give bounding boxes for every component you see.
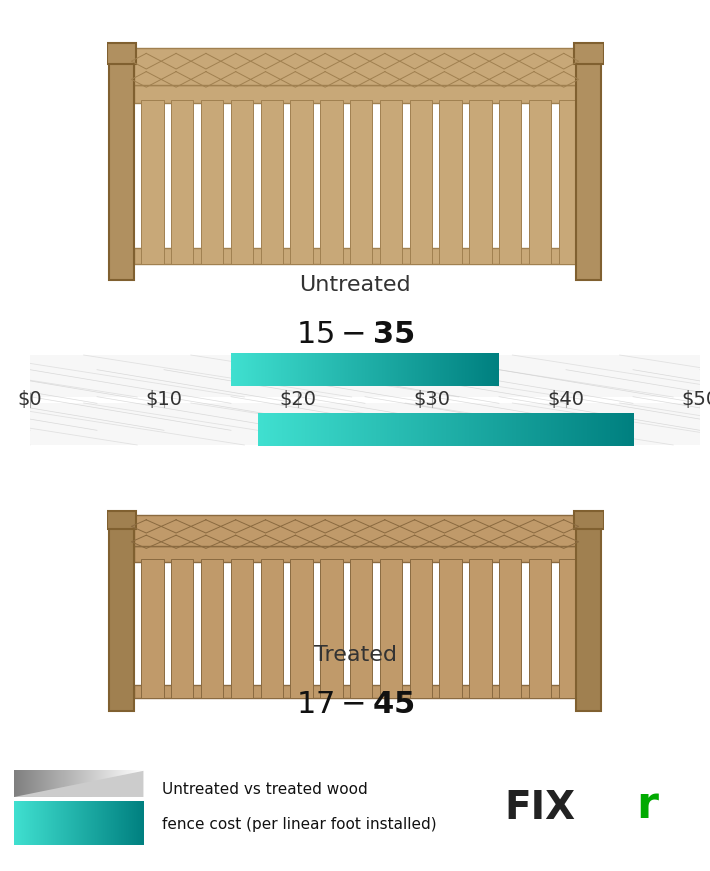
FancyBboxPatch shape [30, 355, 700, 397]
Text: Untreated vs treated wood: Untreated vs treated wood [162, 782, 368, 797]
FancyBboxPatch shape [290, 559, 312, 698]
Text: $40: $40 [547, 390, 584, 409]
FancyBboxPatch shape [499, 100, 521, 264]
Text: Untreated: Untreated [299, 275, 411, 295]
FancyBboxPatch shape [574, 511, 604, 529]
Text: $17 - $45: $17 - $45 [295, 690, 415, 719]
Text: $10: $10 [146, 390, 182, 409]
Text: $50: $50 [682, 390, 710, 409]
FancyBboxPatch shape [290, 100, 312, 264]
FancyBboxPatch shape [439, 559, 462, 698]
FancyBboxPatch shape [134, 248, 577, 264]
FancyBboxPatch shape [109, 51, 134, 280]
FancyBboxPatch shape [350, 559, 372, 698]
FancyBboxPatch shape [320, 559, 342, 698]
FancyBboxPatch shape [499, 559, 521, 698]
FancyBboxPatch shape [141, 100, 163, 264]
FancyBboxPatch shape [134, 84, 577, 103]
Text: r: r [636, 785, 658, 827]
FancyBboxPatch shape [380, 100, 402, 264]
FancyBboxPatch shape [134, 546, 577, 562]
FancyBboxPatch shape [201, 559, 223, 698]
Polygon shape [14, 771, 143, 797]
FancyBboxPatch shape [261, 100, 283, 264]
FancyBboxPatch shape [574, 43, 604, 64]
FancyBboxPatch shape [231, 100, 253, 264]
FancyBboxPatch shape [350, 100, 372, 264]
FancyBboxPatch shape [231, 559, 253, 698]
FancyBboxPatch shape [171, 100, 193, 264]
FancyBboxPatch shape [577, 51, 601, 280]
Text: $15 - $35: $15 - $35 [295, 320, 415, 349]
FancyBboxPatch shape [109, 517, 134, 712]
FancyBboxPatch shape [559, 559, 581, 698]
FancyBboxPatch shape [559, 100, 581, 264]
Text: FIX: FIX [504, 789, 575, 827]
FancyBboxPatch shape [261, 559, 283, 698]
FancyBboxPatch shape [529, 559, 551, 698]
FancyBboxPatch shape [469, 100, 491, 264]
Text: $30: $30 [413, 390, 451, 409]
Text: Treated: Treated [314, 645, 396, 665]
FancyBboxPatch shape [439, 100, 462, 264]
FancyBboxPatch shape [410, 100, 432, 264]
FancyBboxPatch shape [410, 559, 432, 698]
FancyBboxPatch shape [380, 559, 402, 698]
FancyBboxPatch shape [30, 403, 700, 445]
FancyBboxPatch shape [30, 403, 700, 445]
FancyBboxPatch shape [141, 559, 163, 698]
FancyBboxPatch shape [320, 100, 342, 264]
FancyBboxPatch shape [529, 100, 551, 264]
FancyBboxPatch shape [134, 516, 577, 546]
FancyBboxPatch shape [106, 511, 136, 529]
FancyBboxPatch shape [577, 517, 601, 712]
Text: $: $ [14, 778, 22, 791]
Text: $20: $20 [280, 390, 317, 409]
FancyBboxPatch shape [106, 43, 136, 64]
FancyBboxPatch shape [469, 559, 491, 698]
Text: $0: $0 [18, 390, 43, 409]
FancyBboxPatch shape [201, 100, 223, 264]
Text: fence cost (per linear foot installed): fence cost (per linear foot installed) [162, 817, 437, 832]
FancyBboxPatch shape [30, 355, 700, 397]
FancyBboxPatch shape [134, 48, 577, 84]
Text: $$$: $$$ [115, 778, 139, 791]
FancyBboxPatch shape [171, 559, 193, 698]
FancyBboxPatch shape [134, 685, 577, 698]
